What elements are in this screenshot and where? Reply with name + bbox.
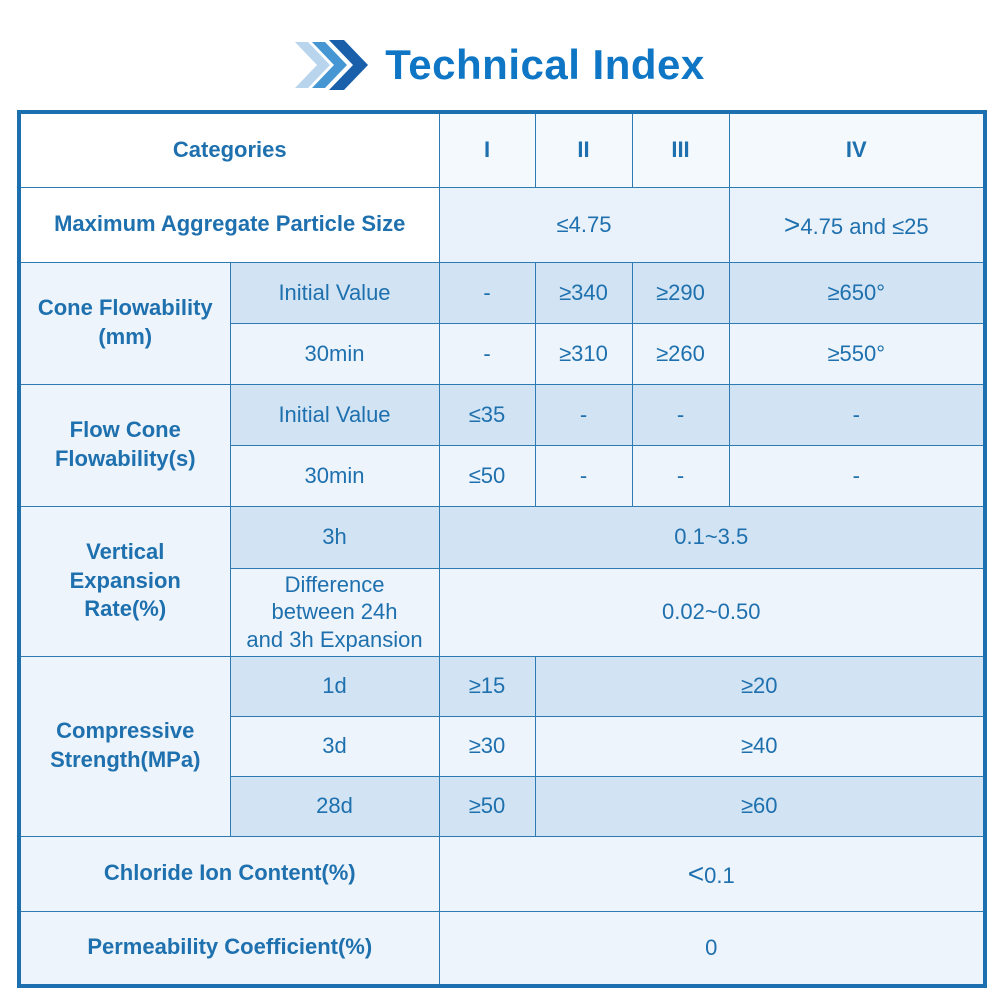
chloride-value-text: <0.1 [687, 857, 735, 889]
compressive-strength-28d-label: 28d [229, 775, 440, 837]
cone-flowability-initial-row: Cone Flowability (mm) Initial Value - ≥3… [18, 261, 986, 385]
compressive-strength-1d-value-ii-iv: ≥20 [534, 655, 986, 717]
cone-flowability-30min-row: 30min - ≥310 ≥260 ≥550° [19, 322, 986, 385]
vertical-expansion-3h-row: Vertical Expansion Rate(%) 3h 0.1~3.5 [18, 505, 986, 657]
compressive-strength-1d-label: 1d [229, 655, 440, 717]
compressive-strength-28d-value-i: ≥50 [438, 775, 536, 837]
compressive-strength-1d-value-i: ≥15 [438, 655, 536, 717]
flow-cone-initial-value-4: - [728, 383, 986, 446]
max-aggregate-row: Maximum Aggregate Particle Size ≤4.75 >4… [18, 186, 986, 263]
cone-flowability-initial-value-3: ≥290 [631, 261, 730, 324]
flow-cone-initial-value-2: - [534, 383, 633, 446]
flow-cone-30min-value-2: - [534, 444, 633, 507]
max-aggregate-label: Maximum Aggregate Particle Size [18, 186, 440, 263]
vertical-expansion-3h-label: 3h [229, 505, 440, 569]
vertical-expansion-3h-value: 0.1~3.5 [438, 505, 986, 569]
flow-cone-30min-value-1: ≤50 [438, 444, 536, 507]
flow-cone-30min-value-3: - [631, 444, 730, 507]
page-title: Technical Index [385, 41, 705, 88]
chloride-label: Chloride Ion Content(%) [18, 835, 440, 912]
flow-cone-initial-value-1: ≤35 [438, 383, 536, 446]
vertical-expansion-diff-row: Difference between 24h and 3h Expansion … [19, 567, 986, 657]
max-aggregate-value-iv-text: >4.75 and ≤25 [783, 208, 929, 240]
flow-cone-initial-value-3: - [631, 383, 730, 446]
header-col-4: IV [728, 111, 986, 188]
cone-flowability-initial-value-2: ≥340 [534, 261, 633, 324]
page-header: Technical Index [0, 0, 1000, 106]
compressive-strength-28d-value-ii-iv: ≥60 [534, 775, 986, 837]
header-col-2: II [534, 111, 633, 188]
flow-cone-initial-row: Flow Cone Flowability(s) Initial Value ≤… [18, 383, 986, 507]
compressive-strength-label: Compressive Strength(MPa) [18, 655, 231, 837]
compressive-strength-3d-value-ii-iv: ≥40 [534, 715, 986, 777]
vertical-expansion-diff-value: 0.02~0.50 [438, 567, 986, 657]
technical-index-table-wrapper: Categories I II III IV Maximum Aggregate… [17, 110, 987, 988]
triple-chevron-right-icon [295, 40, 369, 90]
compressive-strength-3d-row: 3d ≥30 ≥40 [19, 715, 986, 777]
flow-cone-label: Flow Cone Flowability(s) [18, 383, 231, 507]
vertical-expansion-label: Vertical Expansion Rate(%) [18, 505, 231, 657]
permeability-label: Permeability Coefficient(%) [18, 910, 440, 987]
cone-flowability-30min-value-1: - [438, 322, 536, 385]
flow-cone-30min-label: 30min [229, 444, 440, 507]
flow-cone-30min-value-4: - [728, 444, 986, 507]
cone-flowability-initial-value-4: ≥650° [728, 261, 986, 324]
cone-flowability-initial-label: Initial Value [229, 261, 440, 324]
technical-index-table: Categories I II III IV Maximum Aggregate… [17, 110, 987, 988]
compressive-strength-1d-row: Compressive Strength(MPa) 1d ≥15 ≥20 [18, 655, 986, 837]
chloride-row: Chloride Ion Content(%) <0.1 [18, 835, 986, 912]
max-aggregate-value-i-iii: ≤4.75 [438, 186, 730, 263]
header-row: Categories I II III IV [18, 111, 986, 188]
chloride-value: <0.1 [438, 835, 986, 912]
header-categories-cell: Categories [18, 111, 440, 188]
max-aggregate-value-iv: >4.75 and ≤25 [728, 186, 986, 263]
permeability-value: 0 [438, 910, 986, 987]
chevron-dark [329, 40, 369, 90]
flow-cone-initial-label: Initial Value [229, 383, 440, 446]
chevron-medium [312, 42, 348, 88]
cone-flowability-label: Cone Flowability (mm) [18, 261, 231, 385]
cone-flowability-30min-value-2: ≥310 [534, 322, 633, 385]
compressive-strength-3d-value-i: ≥30 [438, 715, 536, 777]
vertical-expansion-diff-label: Difference between 24h and 3h Expansion [229, 567, 440, 657]
cone-flowability-30min-value-4: ≥550° [728, 322, 986, 385]
flow-cone-30min-row: 30min ≤50 - - - [19, 444, 986, 507]
cone-flowability-30min-value-3: ≥260 [631, 322, 730, 385]
compressive-strength-28d-row: 28d ≥50 ≥60 [19, 775, 986, 837]
compressive-strength-3d-label: 3d [229, 715, 440, 777]
chevron-light [295, 42, 331, 88]
header-col-1: I [438, 111, 536, 188]
header-col-3: III [631, 111, 730, 188]
cone-flowability-30min-label: 30min [229, 322, 440, 385]
permeability-row: Permeability Coefficient(%) 0 [18, 910, 986, 987]
cone-flowability-initial-value-1: - [438, 261, 536, 324]
